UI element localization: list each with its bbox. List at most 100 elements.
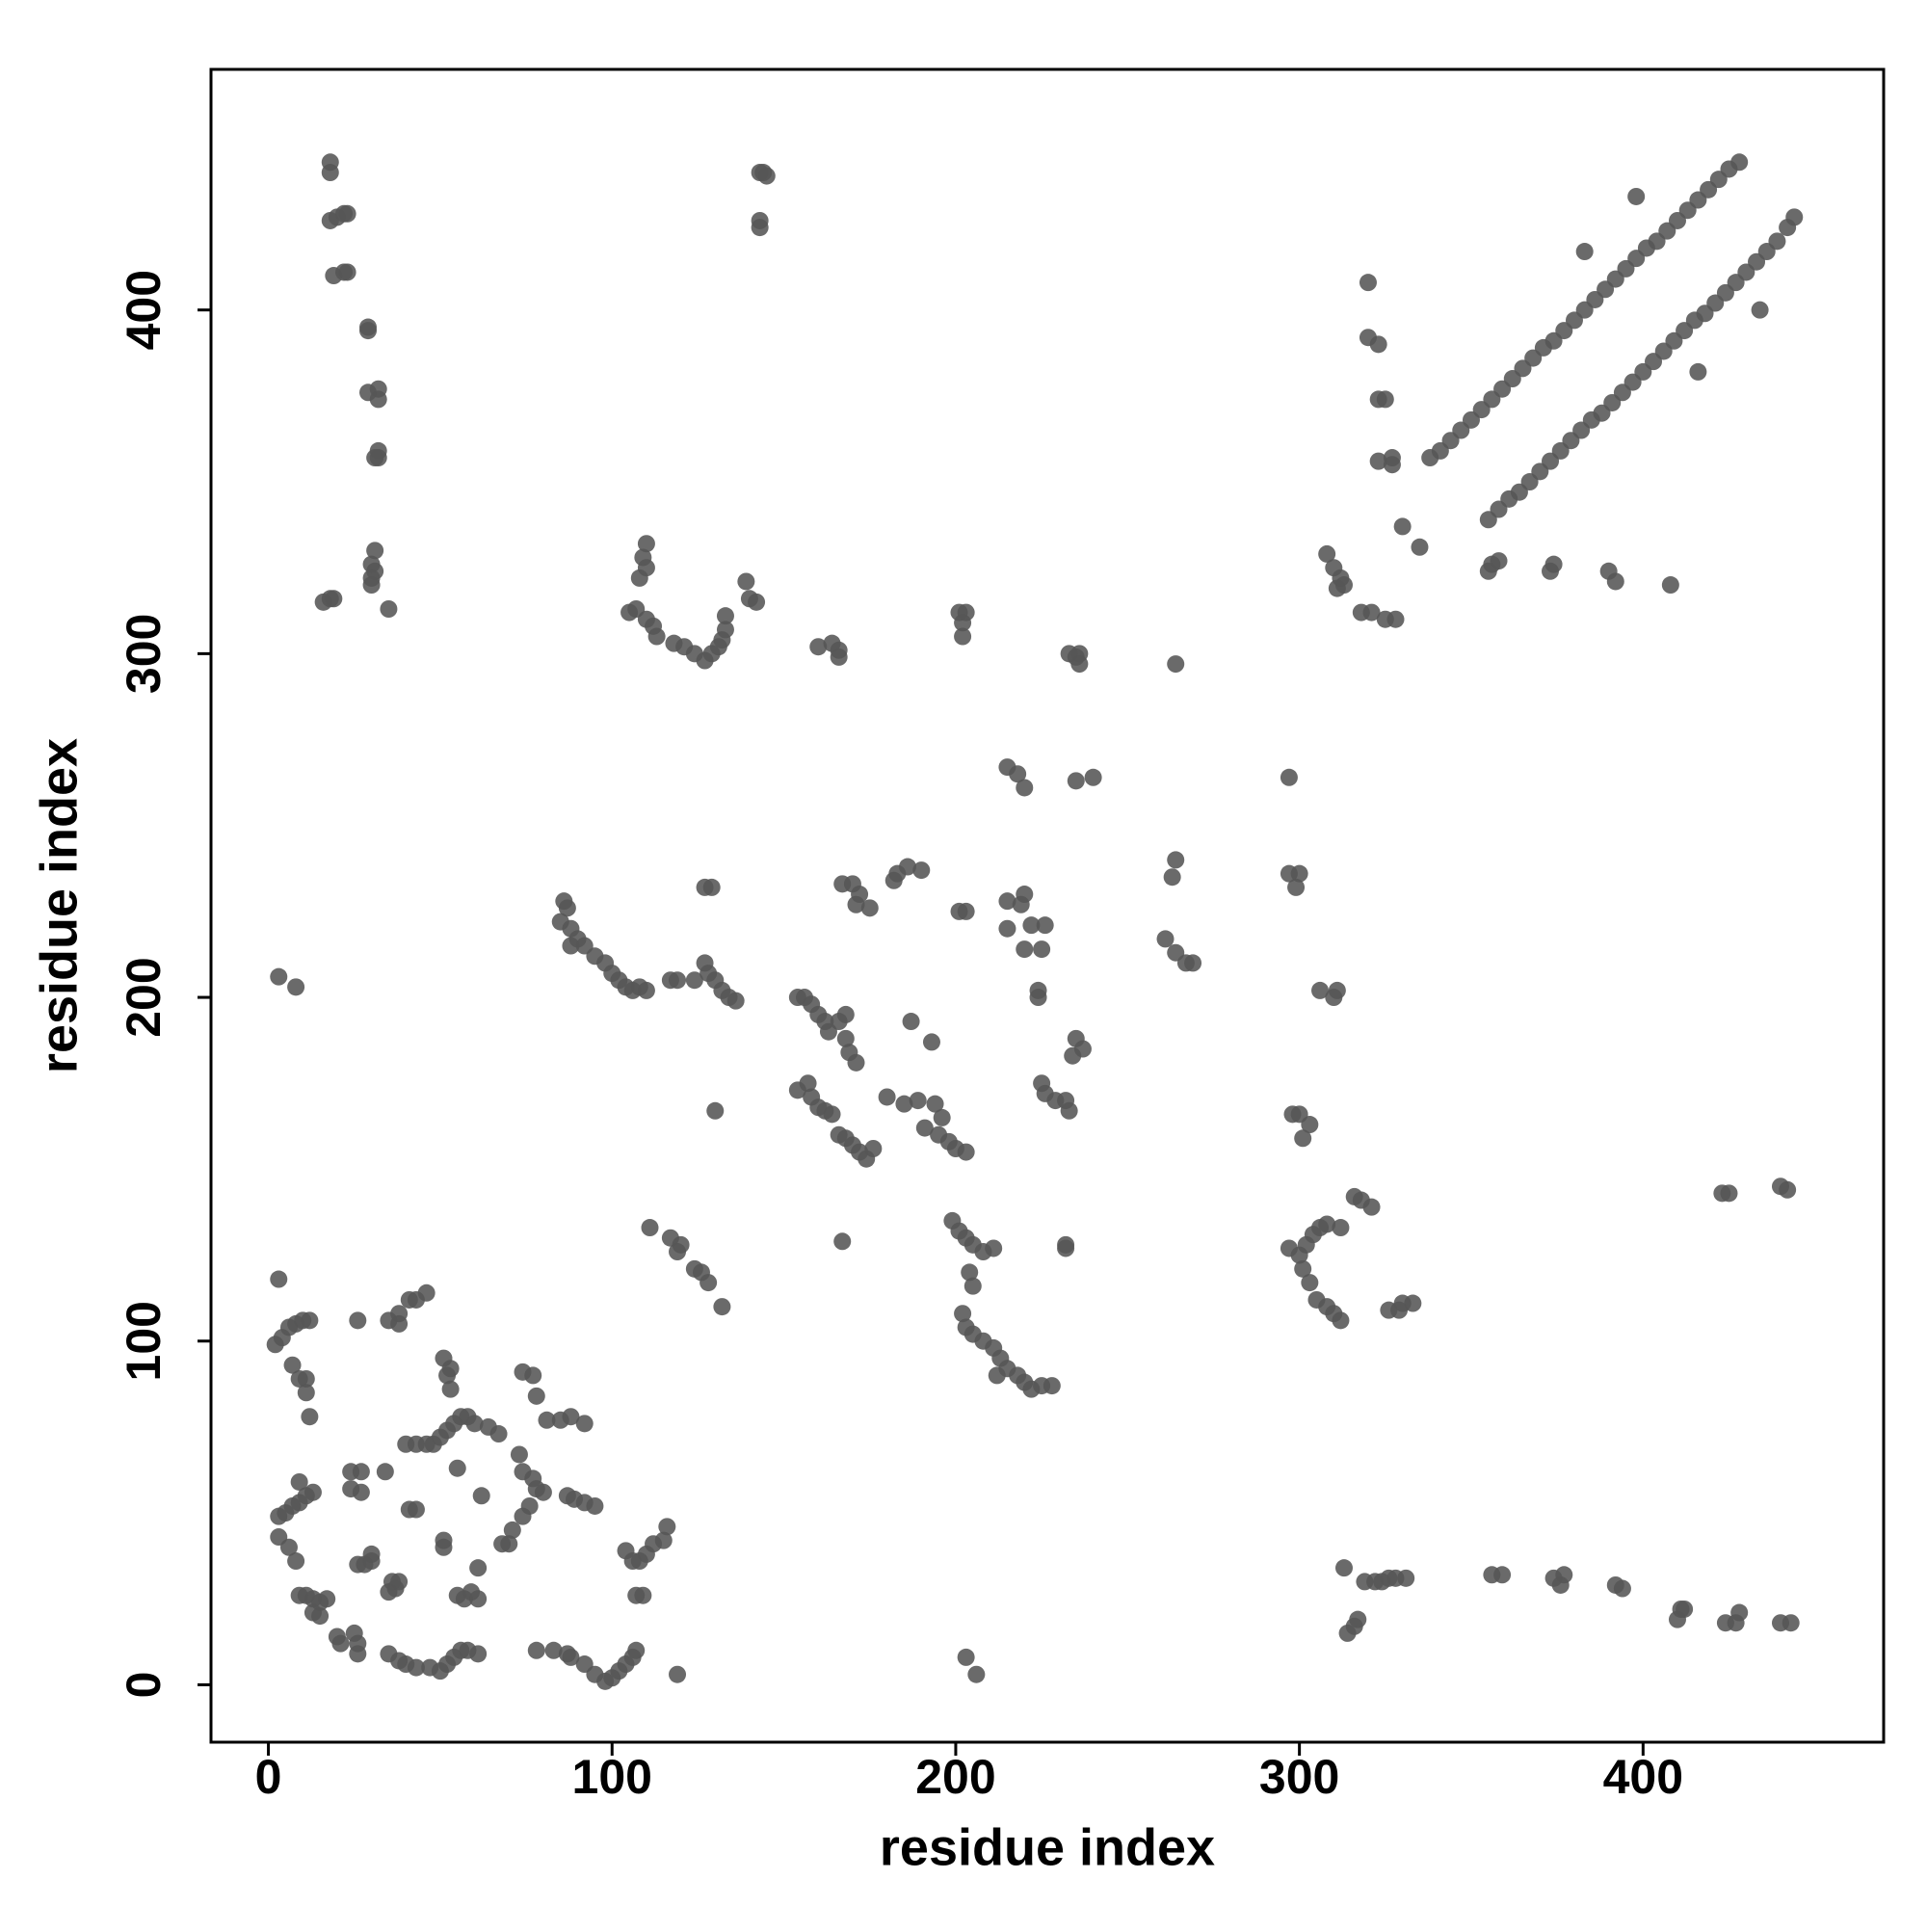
point: [1057, 1239, 1075, 1257]
point: [1376, 390, 1394, 409]
point: [1397, 1569, 1415, 1587]
point: [527, 1641, 545, 1659]
point: [586, 1496, 604, 1515]
point: [1479, 562, 1497, 580]
point: [922, 1033, 940, 1051]
point: [954, 614, 972, 632]
point: [1290, 864, 1308, 883]
point: [716, 621, 734, 639]
point: [362, 1545, 381, 1563]
point: [1349, 1610, 1367, 1628]
y-tick-label: 0: [117, 1672, 171, 1699]
point: [754, 164, 773, 182]
point: [279, 1538, 298, 1556]
point: [1369, 335, 1387, 354]
point: [469, 1559, 488, 1577]
point: [830, 648, 848, 666]
point: [967, 1665, 986, 1683]
point: [407, 1658, 425, 1677]
point: [1294, 1259, 1312, 1278]
point: [669, 971, 687, 990]
point: [555, 892, 573, 911]
point: [1627, 187, 1646, 205]
point: [637, 981, 655, 999]
point: [654, 1531, 673, 1549]
point: [1016, 779, 1034, 797]
point: [489, 1425, 508, 1443]
point: [1551, 1575, 1570, 1594]
point: [902, 1013, 920, 1031]
point: [448, 1459, 466, 1477]
point: [338, 204, 356, 223]
point: [524, 1366, 542, 1385]
point: [493, 1535, 512, 1553]
point: [1301, 1116, 1319, 1134]
point: [472, 1487, 490, 1505]
point: [376, 1463, 394, 1481]
y-tick-label: 200: [117, 957, 171, 1037]
point: [349, 1645, 367, 1663]
point: [716, 607, 734, 625]
point: [417, 1435, 436, 1453]
point: [1280, 768, 1298, 786]
point: [270, 1270, 288, 1288]
point: [283, 1356, 302, 1374]
point: [957, 1143, 975, 1161]
point: [823, 1105, 841, 1124]
point: [304, 1483, 322, 1501]
point: [287, 978, 305, 996]
point: [301, 1311, 319, 1330]
point: [954, 627, 972, 646]
point: [1036, 916, 1054, 935]
point: [510, 1445, 528, 1464]
point: [1067, 772, 1085, 790]
point: [748, 593, 766, 611]
point: [297, 1384, 315, 1402]
point: [514, 1507, 532, 1525]
point: [950, 902, 968, 920]
point: [538, 1411, 556, 1429]
point: [417, 1284, 436, 1302]
point: [1393, 517, 1412, 536]
x-axis-title: residue index: [880, 1818, 1215, 1876]
point: [465, 1415, 484, 1433]
point: [847, 1053, 865, 1072]
point: [321, 153, 339, 172]
point: [1016, 940, 1034, 959]
point: [1768, 232, 1786, 251]
y-axis-title: residue index: [30, 738, 88, 1073]
point: [301, 1408, 319, 1426]
point: [1318, 544, 1336, 563]
point: [1544, 555, 1563, 573]
point: [1325, 989, 1343, 1007]
point: [878, 1088, 896, 1106]
point: [438, 1366, 457, 1385]
point: [544, 1641, 563, 1659]
point: [369, 390, 387, 409]
point: [270, 967, 288, 986]
point: [575, 1415, 594, 1433]
point: [390, 1305, 409, 1323]
point: [435, 1538, 453, 1556]
point: [751, 219, 769, 237]
point: [700, 1274, 718, 1292]
point: [895, 1095, 913, 1113]
point: [833, 1232, 852, 1251]
point: [1730, 153, 1749, 172]
point: [1335, 576, 1353, 595]
point: [1369, 452, 1387, 470]
point: [290, 1472, 308, 1491]
point: [362, 569, 381, 587]
point: [359, 318, 378, 336]
point: [836, 1029, 855, 1047]
point: [799, 1074, 817, 1093]
point: [1359, 274, 1377, 292]
point: [352, 1463, 370, 1481]
x-tick-label: 300: [1259, 1750, 1339, 1804]
point: [1362, 603, 1381, 622]
point: [702, 878, 721, 896]
point: [836, 1005, 855, 1023]
x-tick-label: 400: [1603, 1750, 1683, 1804]
plot-frame: [209, 67, 1886, 1744]
point: [1156, 930, 1175, 948]
